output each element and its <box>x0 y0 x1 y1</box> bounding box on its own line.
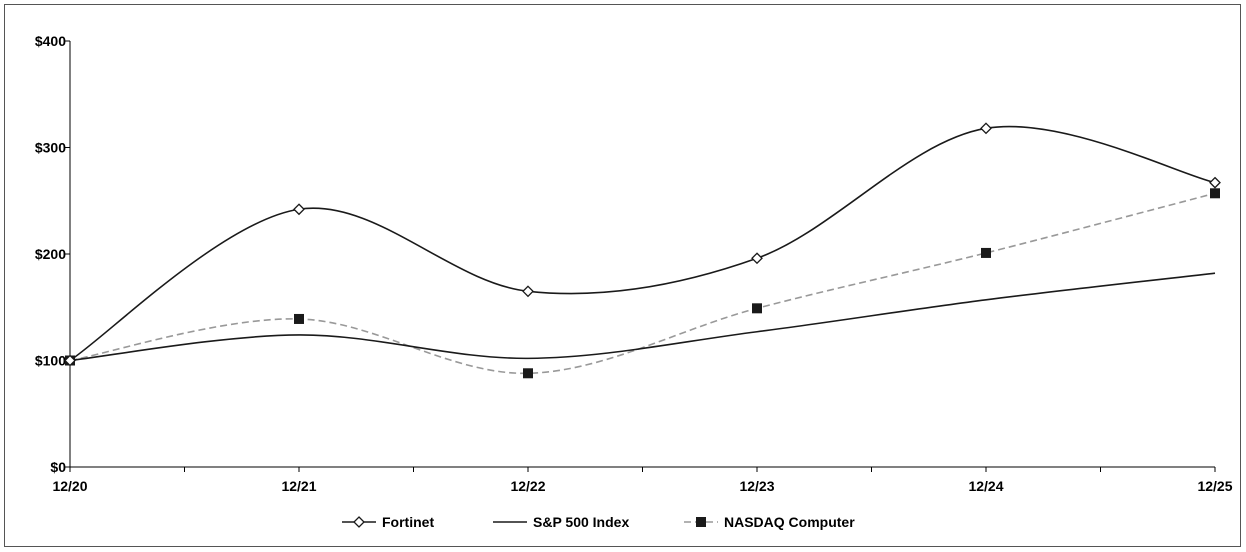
series-markers <box>64 122 1221 379</box>
data-point-nasdaq-computer <box>294 313 304 324</box>
y-tick-label: $300 <box>35 140 66 156</box>
data-point-fortinet <box>1209 176 1221 189</box>
data-point-fortinet <box>293 203 305 216</box>
y-tick-label: $100 <box>35 353 66 369</box>
y-tick-label: $0 <box>50 459 66 475</box>
y-axis-tick-labels: $0 $100 $200 $300 $400 <box>35 33 66 475</box>
x-axis-tick-labels: 12/20 12/21 12/22 12/23 12/24 12/25 <box>52 478 1232 494</box>
series-line-fortinet <box>69 125 1216 362</box>
chart-frame <box>4 4 1241 547</box>
legend: Fortinet S&P 500 Index NASDAQ Computer <box>342 514 855 530</box>
data-point-fortinet <box>522 285 534 298</box>
x-tick-label: 12/22 <box>510 478 545 494</box>
y-tick-label: $400 <box>35 33 66 49</box>
data-point-nasdaq-computer <box>981 247 991 258</box>
legend-item-s-p-500-index: S&P 500 Index <box>493 514 629 530</box>
data-point-fortinet <box>980 122 992 135</box>
x-tick-label: 12/21 <box>281 478 316 494</box>
legend-item-fortinet: Fortinet <box>342 514 434 530</box>
series-line-nasdaq-computer <box>69 192 1216 375</box>
x-tick-label: 12/24 <box>968 478 1003 494</box>
x-tick-label: 12/23 <box>739 478 774 494</box>
data-point-nasdaq-computer <box>752 303 762 314</box>
legend-label-s-p-500-index: S&P 500 Index <box>533 514 629 530</box>
series-lines <box>69 125 1216 375</box>
legend-item-nasdaq-computer: NASDAQ Computer <box>684 514 855 530</box>
data-point-fortinet <box>751 252 763 265</box>
axes <box>65 40 1216 472</box>
legend-marker-nasdaq-computer <box>696 517 706 527</box>
x-tick-label: 12/20 <box>52 478 87 494</box>
legend-marker-fortinet <box>353 516 365 528</box>
data-point-nasdaq-computer <box>1210 188 1220 199</box>
data-point-nasdaq-computer <box>523 368 533 379</box>
series-line-s-p-500-index <box>69 272 1216 362</box>
data-point-fortinet <box>64 354 76 367</box>
y-tick-label: $200 <box>35 246 66 262</box>
legend-label-fortinet: Fortinet <box>382 514 434 530</box>
x-tick-label: 12/25 <box>1197 478 1232 494</box>
legend-label-nasdaq-computer: NASDAQ Computer <box>724 514 855 530</box>
